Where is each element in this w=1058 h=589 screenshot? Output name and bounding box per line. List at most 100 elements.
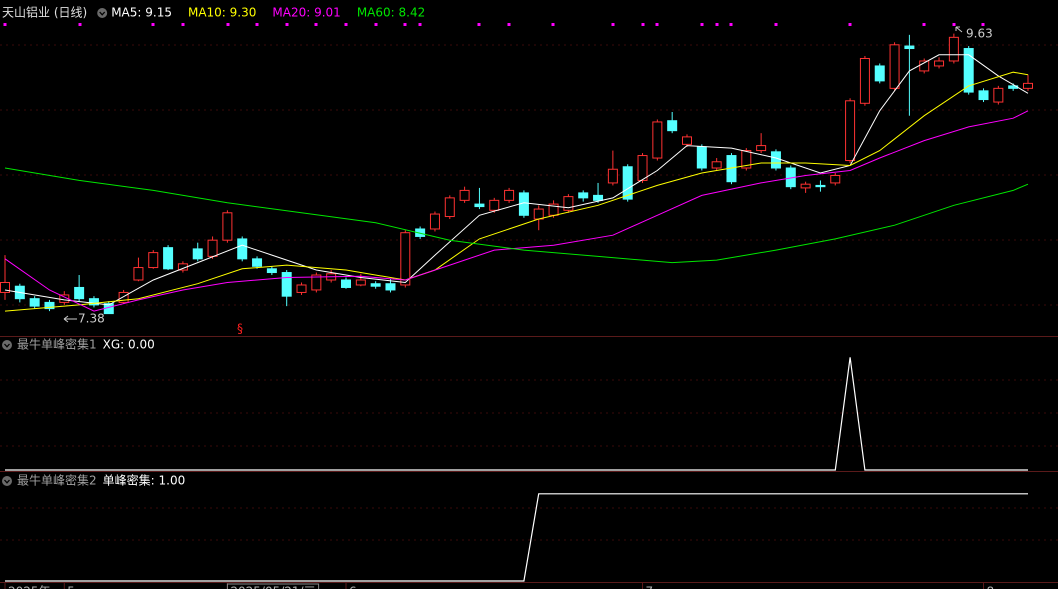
signal-dot <box>715 23 719 26</box>
indicator-line <box>5 357 1028 471</box>
candle-body <box>415 228 426 237</box>
x-tick-label: 6 <box>349 585 357 589</box>
candle-body <box>741 150 752 169</box>
signal-dot <box>611 23 615 26</box>
candle-body <box>533 208 544 220</box>
candle-body <box>696 146 707 169</box>
min-label: 7.38 <box>78 312 105 326</box>
candle-body <box>341 279 351 288</box>
candle-body <box>993 87 1004 103</box>
signal-dot <box>403 23 407 26</box>
candle-body <box>29 298 40 307</box>
candle-body <box>44 301 55 310</box>
candle-body <box>163 247 174 270</box>
candle-body <box>237 238 248 260</box>
indicator-line <box>5 493 1028 582</box>
candle-body <box>682 136 692 145</box>
signal-dot <box>374 23 378 26</box>
signal-dot <box>507 23 511 26</box>
signal-dot <box>151 23 155 26</box>
collapse-icon <box>2 476 12 486</box>
candle-body <box>622 166 633 200</box>
collapse-icon-arrow <box>4 343 10 348</box>
signal-mark: § <box>237 322 243 336</box>
candle-body <box>874 65 885 82</box>
ma-line <box>4 110 1029 312</box>
candle-body <box>133 267 144 281</box>
candle-body <box>296 284 307 293</box>
x-tick-label: 8 <box>987 585 995 589</box>
candle-body <box>474 203 485 208</box>
candle-body <box>400 232 411 286</box>
candle-body <box>859 57 870 104</box>
candle-body <box>429 213 440 230</box>
min-arrow <box>63 315 77 323</box>
signal-dot <box>3 23 7 26</box>
candle-body <box>652 121 663 159</box>
signal-dot <box>700 23 704 26</box>
candle-body <box>934 60 945 67</box>
candle-body <box>563 196 574 211</box>
x-tick-label: 7 <box>646 585 654 589</box>
ma-line <box>4 71 1029 312</box>
signal-dot <box>641 23 645 26</box>
candle-body <box>830 174 841 184</box>
signal-dot <box>848 23 852 26</box>
signal-dot <box>78 23 82 26</box>
legend-entry: XG: 0.00 <box>103 338 155 352</box>
x-tick-label: 2025年 <box>8 585 51 589</box>
legend-entry: 单峰密集: 1.00 <box>103 473 186 488</box>
ma-line <box>4 54 1029 306</box>
candle-body <box>919 60 930 72</box>
candle-body <box>904 45 915 50</box>
x-tick-label: 2025/05/21/三 <box>230 585 315 589</box>
candle-body <box>148 252 159 269</box>
candle-body <box>800 183 811 189</box>
candle-body <box>252 258 263 267</box>
candle-body <box>593 194 604 201</box>
candle-body <box>355 279 366 286</box>
signal-dot <box>285 23 289 26</box>
x-tick-label: 5 <box>67 585 75 589</box>
candle-body <box>637 155 648 181</box>
candle-body <box>266 268 277 274</box>
candle-body <box>756 145 767 152</box>
collapse-icon <box>97 8 108 18</box>
signal-dot <box>655 23 659 26</box>
collapse-icon-arrow <box>4 479 10 484</box>
candle-body <box>118 291 129 303</box>
signal-dot <box>181 23 185 26</box>
panel-title: 最牛单峰密集1 <box>17 337 97 352</box>
panel-title: 最牛单峰密集2 <box>17 473 97 488</box>
collapse-icon <box>2 340 12 350</box>
candle-body <box>311 274 322 291</box>
legend-entry: MA10: 9.30 <box>188 6 256 20</box>
candle-body <box>948 36 959 62</box>
candle-body <box>578 192 589 199</box>
plot <box>0 23 1033 582</box>
cursor-date-box <box>226 583 320 589</box>
candle-body <box>385 283 396 291</box>
candle-body <box>504 189 515 201</box>
candle-body <box>607 168 618 184</box>
signal-dot <box>226 23 230 26</box>
candle-body <box>845 100 856 162</box>
candle-body <box>192 248 203 260</box>
max-arrow <box>955 26 963 33</box>
collapse-icon-arrow <box>99 11 106 16</box>
candle-body <box>815 184 826 188</box>
candle-body <box>281 272 292 297</box>
labels: 9.63 7.38 § 天山铝业 (日线) MA5: 9.15 MA10: 9.30 MA2… <box>2 5 994 589</box>
signal-dot <box>314 23 318 26</box>
legend-entry: MA20: 9.01 <box>272 6 340 20</box>
candle-body <box>489 199 500 211</box>
candle-body <box>207 239 218 257</box>
signal-dot <box>922 23 926 26</box>
candle-body <box>459 189 470 201</box>
signal-dot <box>418 23 422 26</box>
legend-entry: MA5: 9.15 <box>111 6 172 20</box>
candle-body <box>222 212 233 241</box>
chart-title: 天山铝业 (日线) <box>2 5 87 20</box>
